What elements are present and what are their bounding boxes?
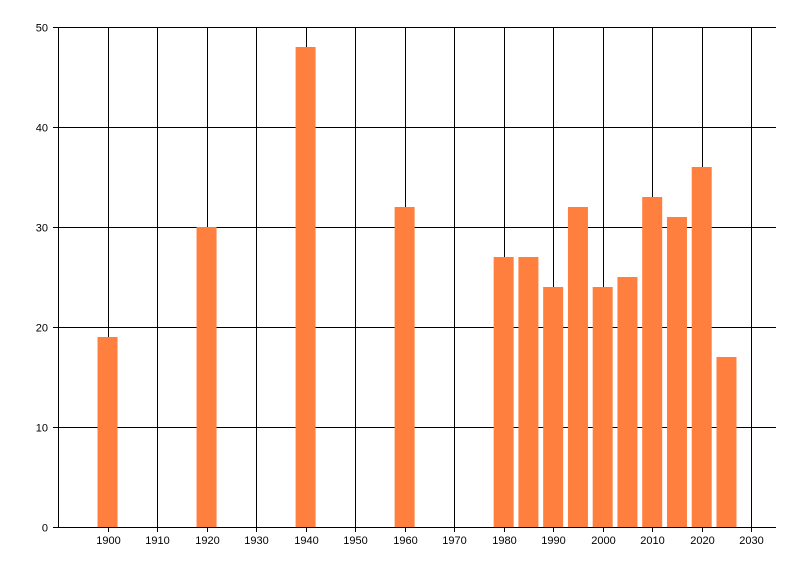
y-tick-label: 40 xyxy=(36,123,48,135)
bar-layer xyxy=(97,47,737,527)
bar-2020 xyxy=(691,167,712,527)
y-tick-label: 30 xyxy=(36,223,48,235)
y-tick-label: 0 xyxy=(42,523,48,535)
axis-layer xyxy=(53,27,776,532)
x-tick-label: 2010 xyxy=(640,535,664,547)
x-tick-label: 1970 xyxy=(442,535,466,547)
x-tick-label: 2000 xyxy=(591,535,615,547)
bar-1900 xyxy=(97,337,118,527)
x-tick-label: 1910 xyxy=(145,535,169,547)
x-tick-label: 1960 xyxy=(393,535,417,547)
bar-1960 xyxy=(394,207,415,527)
bar-1920 xyxy=(196,227,217,527)
bar-2005 xyxy=(617,277,638,527)
tick-label-layer: 1900 1910 1920 1930 1940 1950 1960 1970 1980 1990… xyxy=(36,23,764,548)
x-tick-label: 1940 xyxy=(294,535,318,547)
x-tick-label: 2020 xyxy=(690,535,714,547)
bar-1985 xyxy=(518,257,539,527)
x-tick-label: 1900 xyxy=(96,535,120,547)
x-tick-label: 1950 xyxy=(343,535,367,547)
x-tick-label: 2030 xyxy=(739,535,763,547)
bar-1980 xyxy=(493,257,514,527)
y-tick-label: 20 xyxy=(36,323,48,335)
x-tick-label: 1930 xyxy=(244,535,268,547)
bar-1995 xyxy=(567,207,588,527)
bar-1940 xyxy=(295,47,316,527)
x-tick-label: 1920 xyxy=(195,535,219,547)
y-tick-label: 50 xyxy=(36,23,48,35)
bar-2015 xyxy=(666,217,687,527)
x-tick-label: 1990 xyxy=(541,535,565,547)
y-tick-label: 10 xyxy=(36,423,48,435)
bar-2000 xyxy=(592,287,613,527)
bar-2010 xyxy=(642,197,663,527)
bar-2025 xyxy=(716,357,737,527)
bar-1990 xyxy=(543,287,564,527)
x-tick-label: 1980 xyxy=(492,535,516,547)
